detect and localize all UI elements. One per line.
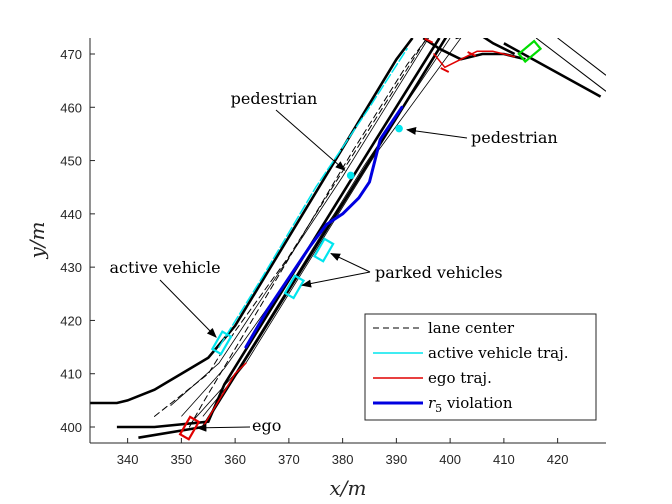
legend-label-subscript: 5 — [435, 402, 442, 415]
y-tick-label: 440 — [60, 207, 82, 222]
x-tick-label: 340 — [117, 452, 139, 467]
series-line-lane-center — [188, 38, 428, 428]
x-tick-label: 360 — [224, 452, 246, 467]
annotation-arrow — [330, 253, 371, 273]
annotations: pedestrian pedestrian active vehicle parked… — [109, 89, 557, 435]
annotation-arrow — [301, 271, 371, 288]
series-line-r5-violation — [244, 105, 404, 349]
plot-area — [90, 38, 606, 441]
plot-content — [90, 38, 606, 441]
x-tick-label: 410 — [493, 452, 515, 467]
y-tick-label: 450 — [60, 154, 82, 169]
vehicle-box — [210, 330, 233, 356]
vehicle-parked-vehicle — [283, 274, 306, 300]
x-tick-label: 380 — [332, 452, 354, 467]
road-edge-line — [138, 38, 448, 439]
vehicle-box — [178, 415, 201, 441]
vehicle-active-vehicle — [210, 330, 233, 356]
vehicle-box — [283, 274, 306, 300]
vehicle-box — [517, 39, 543, 64]
x-tick-label: 370 — [278, 452, 300, 467]
legend-label: lane center — [428, 319, 515, 337]
vehicle-ego — [178, 415, 201, 441]
series-line-active-vehicle-traj- — [218, 47, 408, 348]
x-tick-label: 420 — [547, 452, 569, 467]
boundary-marker — [440, 67, 450, 73]
y-tick-label: 410 — [60, 367, 82, 382]
road-edge-line — [455, 38, 516, 56]
y-tick-label: 460 — [60, 100, 82, 115]
annotation-arrow — [406, 126, 468, 139]
x-tick-label: 350 — [171, 452, 193, 467]
y-tick-label: 420 — [60, 313, 82, 328]
annotation-arrow — [275, 109, 346, 171]
y-tick-label: 470 — [60, 47, 82, 62]
annotation-label: ego — [252, 416, 281, 435]
annotation-label: pedestrian — [231, 89, 318, 108]
y-tick-label: 400 — [60, 420, 82, 435]
thin-lane-line — [202, 38, 462, 417]
annotation-arrow — [159, 279, 217, 338]
pedestrian-marker — [346, 171, 355, 180]
x-tick-label: 400 — [439, 452, 461, 467]
series-line-ego-traj- — [202, 362, 247, 428]
legend-label-text: violation — [442, 394, 513, 412]
series-line-lane-center — [154, 38, 428, 417]
boundary-marker — [467, 51, 477, 57]
thin-lane-line — [191, 38, 451, 422]
y-tick-label: 430 — [60, 260, 82, 275]
thin-lane-line — [557, 38, 606, 76]
annotation-label: parked vehicles — [375, 263, 503, 282]
pedestrian-marker — [395, 124, 403, 133]
annotation-arrow — [196, 423, 251, 432]
boundary-marker — [424, 38, 434, 44]
thin-lane-line — [535, 38, 606, 92]
legend-label: r5 violation — [428, 394, 513, 415]
x-axis-label: x/m — [330, 476, 367, 500]
annotation-label: active vehicle — [109, 258, 220, 277]
vehicle-green-vehicle — [517, 39, 543, 64]
x-tick-label: 390 — [386, 452, 408, 467]
vehicle-parked-vehicle — [312, 237, 335, 263]
axes: 340 350 360 370 380 390 400 410 420 400 410 420 430 4… — [60, 38, 606, 467]
legend-label-symbol: r — [428, 394, 436, 412]
annotation-label: pedestrian — [471, 128, 558, 147]
legend-label: active vehicle traj. — [428, 344, 569, 362]
vehicle-box — [312, 237, 335, 263]
series-line-ego-traj- — [433, 50, 516, 69]
legend-label: ego traj. — [428, 369, 492, 387]
legend: lane center active vehicle traj. ego traj.… — [364, 313, 597, 421]
road-edge-line — [116, 38, 441, 429]
y-axis-label: y/m — [25, 221, 49, 259]
